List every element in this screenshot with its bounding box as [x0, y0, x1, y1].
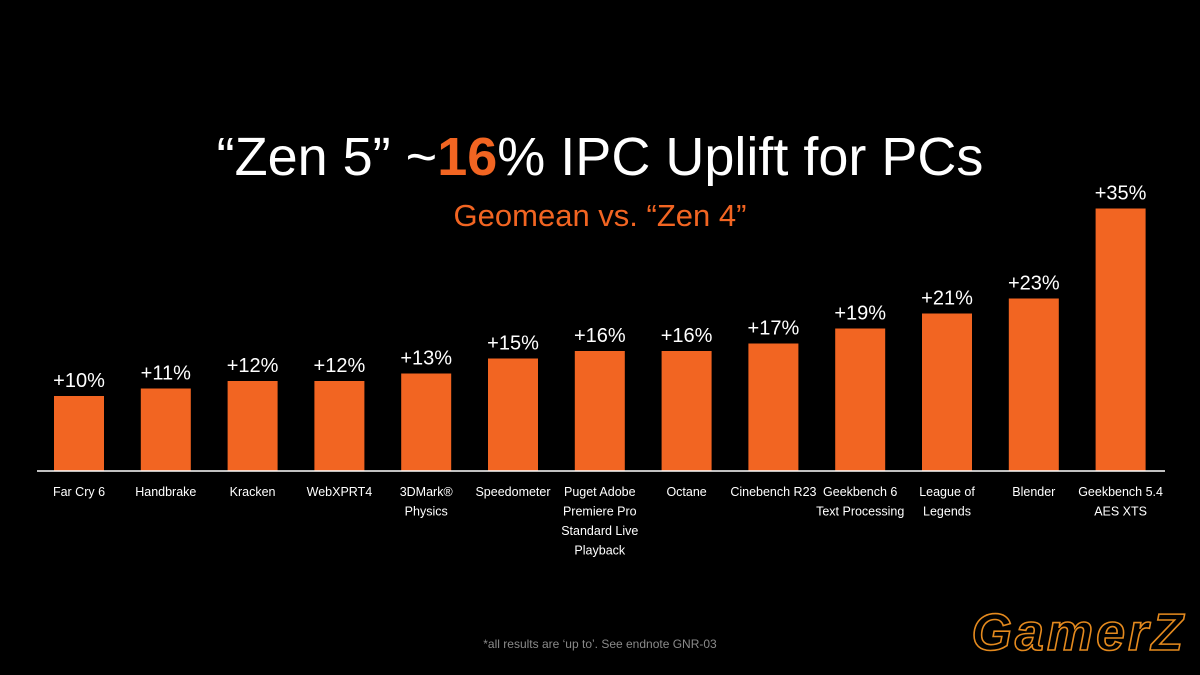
category-label-line: Standard Live	[561, 524, 638, 538]
watermark-logo: GamerZ	[971, 603, 1186, 663]
data-label: +16%	[574, 325, 626, 347]
data-label: +17%	[748, 318, 800, 340]
category-label-line: 3DMark®	[400, 485, 454, 499]
data-label: +16%	[661, 325, 713, 347]
category-label-line: Kracken	[230, 485, 276, 499]
bar-2	[140, 388, 191, 471]
bar-5	[401, 373, 452, 471]
data-label: +21%	[921, 288, 973, 310]
category-label-line: Physics	[405, 505, 448, 519]
data-label: +35%	[1095, 183, 1147, 205]
category-label-line: Playback	[574, 544, 625, 558]
category-label-line: Geekbench 5.4	[1078, 485, 1163, 499]
category-label-line: Handbrake	[135, 485, 196, 499]
bar-11	[922, 313, 972, 471]
data-label: +23%	[1008, 273, 1060, 295]
bar-4	[314, 381, 365, 471]
category-label: Octane	[666, 485, 706, 499]
data-label: +19%	[834, 303, 886, 325]
category-label: League of Legends	[919, 485, 975, 519]
footnote: *all results are ‘up to’. See endnote GN…	[483, 637, 717, 651]
data-label: +13%	[400, 348, 452, 370]
bar-9	[748, 343, 799, 471]
bar-3	[227, 381, 278, 471]
category-label-line: Octane	[666, 485, 706, 499]
bar-6	[488, 358, 538, 471]
category-label-line: AES XTS	[1094, 505, 1147, 519]
category-label-line: Text Processing	[816, 505, 904, 519]
title-prefix: “Zen 5” ~	[216, 127, 438, 187]
category-label: 3DMark® Physics	[400, 485, 454, 519]
category-label: Kracken	[230, 485, 276, 499]
bar-1	[54, 396, 104, 471]
category-label-line: Legends	[923, 505, 971, 519]
category-label: Blender	[1012, 485, 1055, 499]
slide-title: “Zen 5” ~16% IPC Uplift for PCs	[0, 125, 1200, 189]
bar-12	[1008, 298, 1059, 471]
category-label-line: Cinebench R23	[730, 485, 816, 499]
category-label-line: League of	[919, 485, 975, 499]
bar-8	[661, 351, 712, 471]
bar-10	[835, 328, 886, 471]
data-label: +15%	[487, 333, 539, 355]
category-label-line: WebXPRT4	[307, 485, 373, 499]
slide-subtitle: Geomean vs. “Zen 4”	[453, 198, 747, 233]
bar-13	[1095, 208, 1146, 471]
category-label: Far Cry 6	[53, 485, 105, 499]
category-label: Puget Adobe Premiere Pro Standard Live Play…	[561, 485, 638, 558]
data-label: +12%	[227, 355, 279, 377]
title-highlight: 16	[437, 127, 498, 187]
bar-7	[574, 351, 625, 471]
category-label-line: Puget Adobe	[564, 485, 636, 499]
category-label: Handbrake	[135, 485, 196, 499]
category-label: Cinebench R23	[730, 485, 816, 499]
category-label: Geekbench 6 Text Processing	[816, 485, 904, 519]
category-label-line: Speedometer	[475, 485, 550, 499]
data-label: +11%	[141, 363, 191, 385]
category-label: Geekbench 5.4 AES XTS	[1078, 485, 1163, 519]
category-label-line: Geekbench 6	[823, 485, 897, 499]
category-label: WebXPRT4	[307, 485, 373, 499]
category-label: Speedometer	[475, 485, 550, 499]
data-label: +10%	[53, 370, 105, 392]
category-label-line: Premiere Pro	[563, 505, 637, 519]
data-label: +12%	[314, 355, 366, 377]
category-label-line: Blender	[1012, 485, 1055, 499]
category-label-line: Far Cry 6	[53, 485, 105, 499]
title-suffix: % IPC Uplift for PCs	[497, 127, 984, 187]
